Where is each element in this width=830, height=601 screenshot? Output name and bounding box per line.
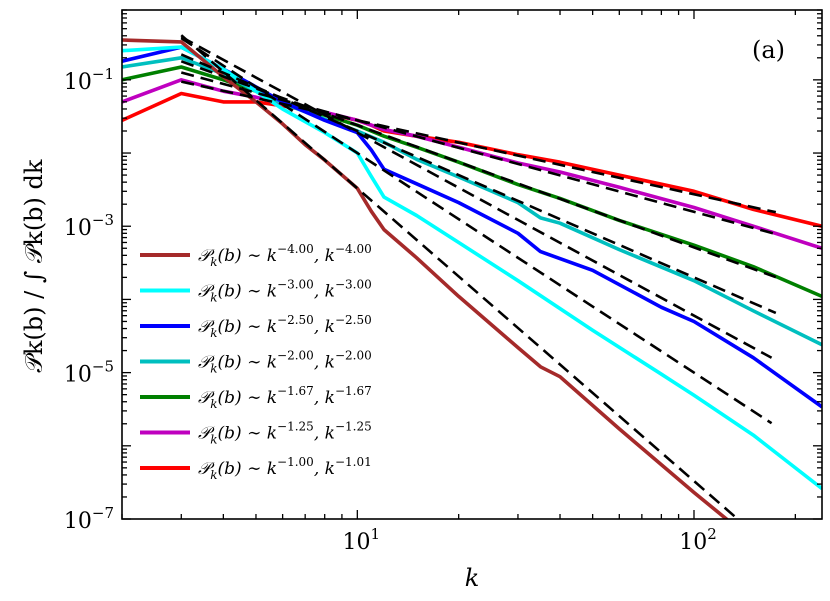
panel-label: (a) — [752, 36, 785, 64]
y-tick-label: 10−7 — [64, 504, 114, 534]
fit-layer — [180, 34, 777, 519]
fit-line-6 — [181, 80, 777, 214]
legend-label-6: 𝒫k(b) ∼ k−1.00, k−1.01 — [198, 455, 372, 482]
fit-line-2 — [180, 35, 773, 359]
x-tick-label: 102 — [679, 525, 717, 555]
legend-label-5: 𝒫k(b) ∼ k−1.25, k−1.25 — [198, 420, 372, 447]
fit-line-1 — [180, 37, 773, 425]
fit-line-5 — [180, 71, 777, 236]
y-axis-title: 𝒫k(b) / ∫ 𝒫k(b) dk — [20, 159, 48, 372]
x-axis-title: k — [465, 564, 480, 592]
legend-label-3: 𝒫k(b) ∼ k−2.00, k−2.00 — [198, 349, 372, 376]
x-tick-label: 101 — [343, 525, 381, 555]
y-tick-label: 10−3 — [64, 211, 114, 241]
fit-line-0 — [180, 34, 740, 519]
y-tick-label: 10−1 — [64, 65, 114, 95]
tick-layer — [121, 9, 822, 520]
y-tick-label: 10−5 — [64, 358, 114, 388]
fit-line-4 — [180, 60, 777, 279]
legend-label-4: 𝒫k(b) ∼ k−1.67, k−1.67 — [198, 384, 372, 411]
tick-label-layer: 101 102 10−1 10−3 10−5 10−7 — [64, 65, 717, 555]
legend-label-2: 𝒫k(b) ∼ k−2.50, k−2.50 — [198, 313, 372, 340]
